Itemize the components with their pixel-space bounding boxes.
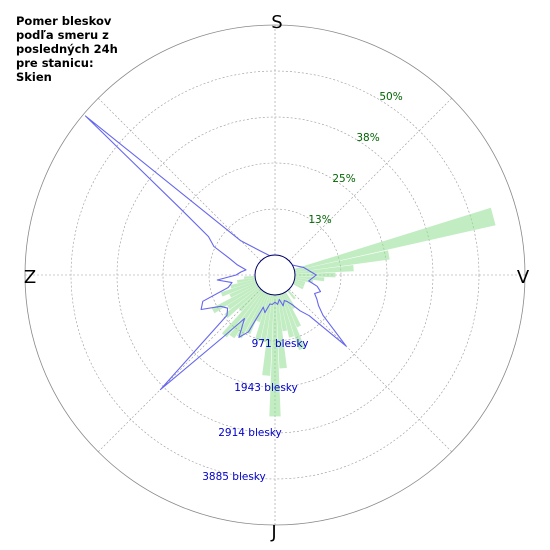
percent-bars: [211, 207, 496, 417]
percent-bar: [262, 294, 275, 376]
percent-bar: [294, 264, 354, 275]
lightning-count-series: [84, 115, 347, 391]
percent-bar: [294, 279, 306, 285]
percent-bar: [275, 294, 287, 369]
percent-bar: [243, 275, 256, 279]
percent-bar: [229, 290, 265, 339]
percent-bar: [224, 287, 261, 319]
grid-spoke-135: [288, 288, 452, 452]
percent-ring-label-2: 25%: [332, 173, 355, 185]
count-ring-label-4: 3885 blesky: [202, 471, 266, 483]
direction-label-east: V: [517, 267, 530, 288]
grid-spoke-315: [98, 98, 262, 262]
percent-bar: [277, 294, 288, 332]
percent-bar: [211, 284, 259, 314]
percent-bar: [294, 207, 496, 271]
percent-bar: [245, 292, 268, 335]
percent-bar: [260, 294, 273, 343]
direction-label-south: J: [270, 522, 276, 543]
chart-title-line-1: Pomer bleskov: [16, 14, 112, 28]
percent-bar: [227, 285, 260, 310]
percent-bar: [287, 289, 296, 300]
percent-bar: [236, 277, 256, 284]
percent-bar: [294, 250, 390, 273]
percent-ring-label-1: 13%: [308, 214, 331, 226]
chart-title-line-2: podľa smeru z: [16, 28, 109, 42]
percent-bar: [221, 289, 263, 338]
percent-bar: [230, 279, 256, 289]
count-ring-label-3: 2914 blesky: [218, 427, 282, 439]
percent-bar: [281, 293, 305, 351]
count-ring-label-2: 1943 blesky: [234, 382, 298, 394]
polar-grid: [24, 24, 526, 526]
center-circle: [254, 254, 296, 296]
percent-bar: [269, 294, 281, 417]
percent-ring-label-3: 38%: [356, 132, 379, 144]
direction-label-west: Z: [24, 267, 36, 288]
percent-ring-label-4: 50%: [379, 91, 402, 103]
chart-title-line-4: pre stanicu:: [16, 56, 94, 70]
percent-bar: [238, 288, 262, 312]
percent-bar: [236, 291, 266, 339]
percent-bar: [292, 282, 304, 290]
percent-bar: [293, 281, 305, 287]
percent-bar: [254, 294, 271, 342]
chart-title-line-5: Skien: [16, 70, 52, 84]
chart-title-line-3: posledných 24h: [16, 42, 118, 56]
count-ring-label-1: 971 blesky: [252, 338, 309, 350]
percent-bar: [294, 277, 314, 284]
percent-bar: [294, 272, 336, 278]
percent-bar: [229, 282, 258, 298]
percent-bar: [294, 275, 325, 282]
count-line: [84, 115, 347, 391]
percent-bar: [220, 281, 257, 297]
direction-label-north: S: [271, 12, 282, 33]
